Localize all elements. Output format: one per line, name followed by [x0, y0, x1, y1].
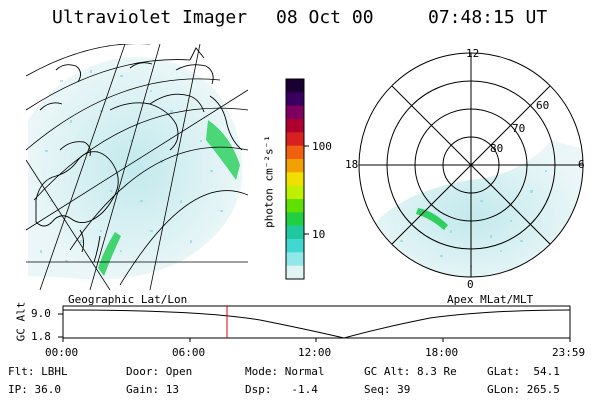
colorbar-stripe	[286, 185, 304, 200]
colorbar-stripe	[286, 105, 304, 120]
info-gain: Gain: 13	[126, 383, 179, 396]
altitude-ytick-top: 9.0	[31, 307, 51, 320]
geo-map-label: Geographic Lat/Lon	[68, 293, 188, 306]
colorbar-stripe	[286, 239, 304, 253]
altitude-curve	[62, 309, 571, 339]
altitude-xtick-2: 12:00	[298, 346, 332, 359]
polar-plot-label: Apex MLat/MLT	[447, 293, 534, 306]
colorbar-stripe	[286, 159, 304, 173]
polar-lat-70: 70	[512, 122, 526, 135]
colorbar-tick-10: 10	[312, 228, 326, 241]
altitude-xtick-4: 23:59	[552, 346, 586, 359]
polar-lat-60: 60	[536, 99, 550, 112]
polar-mlt-0: 0	[467, 278, 474, 291]
color-bar	[285, 78, 309, 280]
geo-aurora-band-east	[206, 120, 240, 180]
polar-lat-80: 80	[490, 142, 504, 155]
altitude-xtick-3: 18:00	[425, 346, 459, 359]
info-gc-alt: GC Alt: 8.3 Re	[364, 365, 457, 378]
geo-aurora-band-south	[98, 232, 121, 276]
colorbar-stripe	[286, 265, 304, 280]
colorbar-unit-label: photon cm⁻²s⁻¹	[262, 135, 276, 228]
geo-map	[26, 44, 248, 290]
colorbar-stripe	[286, 132, 304, 147]
polar-emission-region	[360, 140, 583, 277]
altitude-ytick-bottom: 1.8	[31, 330, 51, 343]
altitude-xtick-1: 06:00	[172, 346, 206, 359]
colorbar-stripe	[286, 145, 304, 160]
altitude-ylabel: GC Alt	[14, 301, 28, 342]
altitude-timeline	[58, 305, 571, 342]
colorbar-stripe	[286, 199, 304, 213]
info-seq: Seq: 39	[364, 383, 411, 396]
info-ip: IP: 36.0	[8, 383, 61, 396]
colorbar-stripe	[286, 252, 304, 267]
info-door: Door: Open	[126, 365, 193, 378]
info-flt: Flt: LBHL	[8, 365, 68, 378]
header-date: 08 Oct 00	[276, 7, 374, 28]
polar-plot	[358, 52, 584, 278]
altitude-xtick-0: 00:00	[45, 346, 79, 359]
polar-aurora-patch	[416, 208, 448, 230]
polar-mlt-18: 18	[345, 158, 359, 171]
colorbar-stripe	[286, 79, 304, 93]
info-glat: GLat: 54.1	[487, 365, 560, 378]
colorbar-stripe	[286, 225, 304, 240]
colorbar-tick-100: 100	[312, 140, 332, 153]
colorbar-stripe	[286, 172, 304, 187]
colorbar-stripe	[286, 212, 304, 227]
geo-emission-region	[28, 57, 243, 280]
instrument-title: Ultraviolet Imager	[52, 7, 248, 28]
header-time: 07:48:15 UT	[428, 7, 548, 28]
polar-mlt-12: 12	[466, 47, 480, 60]
polar-mlt-6: 6	[578, 158, 585, 171]
colorbar-stripe	[286, 92, 304, 107]
info-dsp: Dsp: -1.4	[245, 383, 318, 396]
info-glon: GLon: 265.5	[487, 383, 560, 396]
colorbar-stripe	[286, 119, 304, 133]
info-mode: Mode: Normal	[245, 365, 325, 378]
